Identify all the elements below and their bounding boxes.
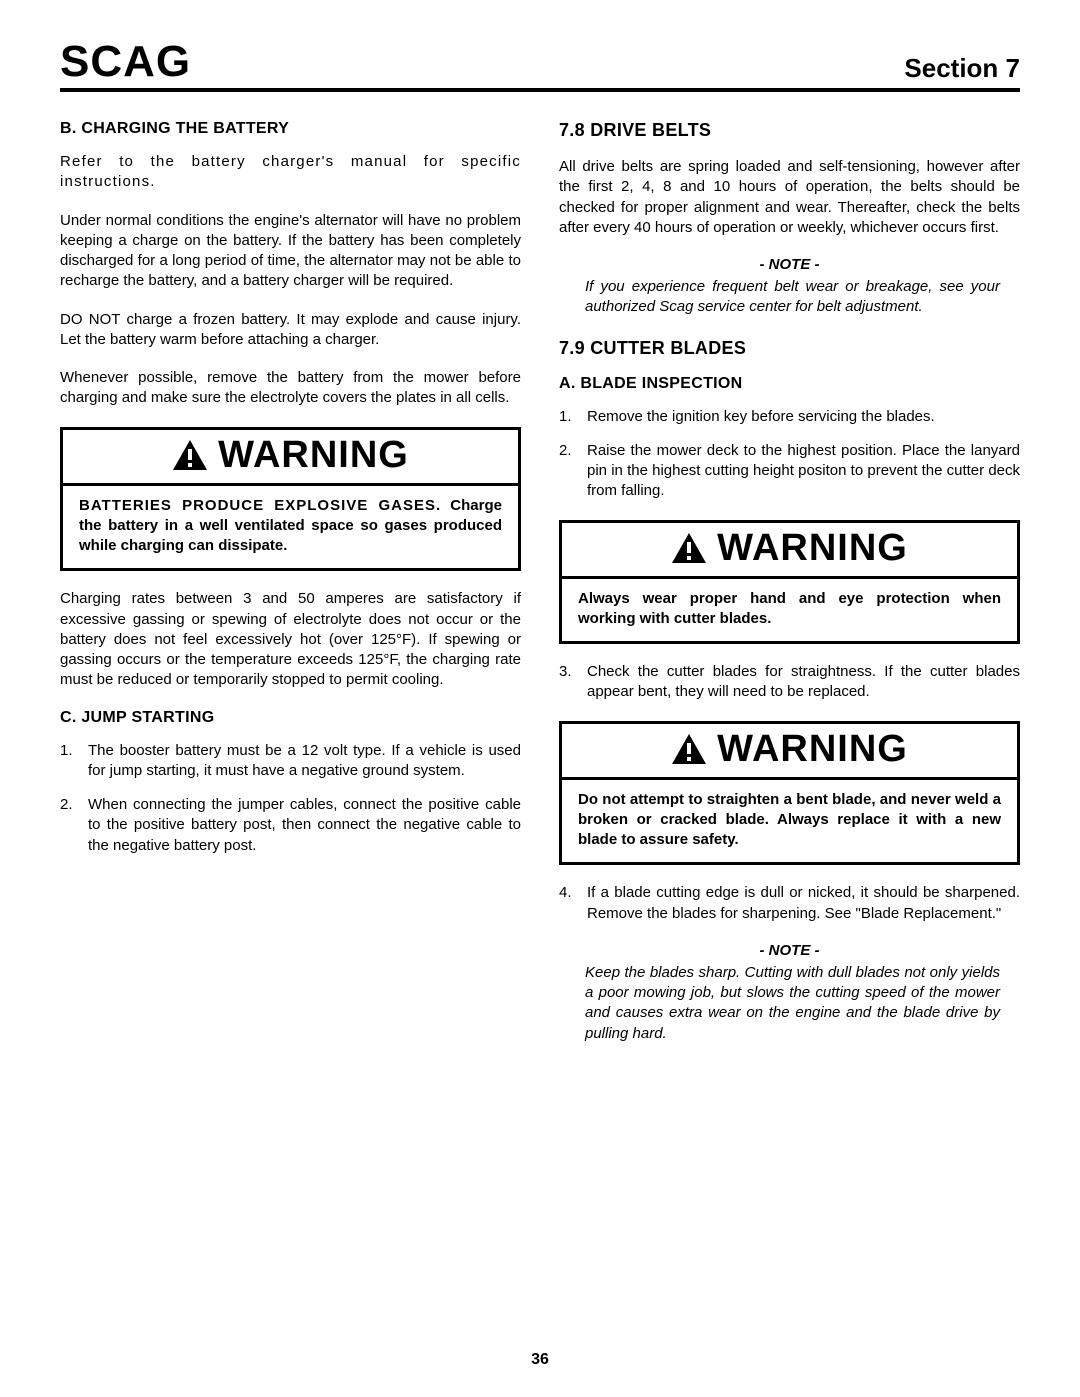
left-column: B. CHARGING THE BATTERY Refer to the bat…: [60, 120, 521, 1064]
blade-inspection-list-2: Check the cutter blades for straightness…: [559, 662, 1020, 703]
warning-label: WARNING: [218, 434, 409, 477]
warning-triangle-icon: [671, 532, 707, 564]
list-item: If a blade cutting edge is dull or nicke…: [559, 883, 1020, 924]
jump-start-list: The booster battery must be a 12 volt ty…: [60, 741, 521, 856]
page-header: SCAG Section 7: [60, 40, 1020, 92]
page-number: 36: [0, 1351, 1080, 1369]
heading-drive-belts: 7.8 DRIVE BELTS: [559, 120, 1020, 141]
para-drive-belts: All drive belts are spring loaded and se…: [559, 157, 1020, 238]
list-item: When connecting the jumper cables, conne…: [60, 795, 521, 856]
warning-lead: BATTERIES PRODUCE EXPLOSIVE GASES.: [79, 497, 441, 514]
heading-blade-inspection: A. BLADE INSPECTION: [559, 375, 1020, 393]
warning-label: WARNING: [717, 527, 908, 570]
warning-body-explosive-gases: BATTERIES PRODUCE EXPLOSIVE GASES. Charg…: [63, 486, 518, 569]
para-charger-manual: Refer to the battery charger's manual fo…: [60, 152, 521, 193]
note-body-sharp-blades: Keep the blades sharp. Cutting with dull…: [559, 963, 1020, 1044]
warning-title: WARNING: [63, 430, 518, 486]
content-columns: B. CHARGING THE BATTERY Refer to the bat…: [60, 120, 1020, 1064]
heading-jump-starting: C. JUMP STARTING: [60, 709, 521, 727]
note-body-belt-wear: If you experience frequent belt wear or …: [559, 277, 1020, 318]
list-item: The booster battery must be a 12 volt ty…: [60, 741, 521, 782]
list-item: Check the cutter blades for straightness…: [559, 662, 1020, 703]
heading-cutter-blades: 7.9 CUTTER BLADES: [559, 338, 1020, 359]
section-label: Section 7: [904, 53, 1020, 84]
blade-inspection-list-3: If a blade cutting edge is dull or nicke…: [559, 883, 1020, 924]
warning-box-explosive-gases: WARNING BATTERIES PRODUCE EXPLOSIVE GASE…: [60, 427, 521, 572]
note-label: - NOTE -: [559, 942, 1020, 959]
heading-charging-battery: B. CHARGING THE BATTERY: [60, 120, 521, 138]
para-alternator: Under normal conditions the engine's alt…: [60, 211, 521, 292]
warning-triangle-icon: [671, 733, 707, 765]
para-charging-rates: Charging rates between 3 and 50 amperes …: [60, 589, 521, 690]
warning-box-bent-blade: WARNING Do not attempt to straighten a b…: [559, 721, 1020, 866]
warning-box-hand-eye: WARNING Always wear proper hand and eye …: [559, 520, 1020, 645]
warning-body-bent-blade: Do not attempt to straighten a bent blad…: [562, 780, 1017, 863]
warning-title: WARNING: [562, 724, 1017, 780]
right-column: 7.8 DRIVE BELTS All drive belts are spri…: [559, 120, 1020, 1064]
warning-triangle-icon: [172, 439, 208, 471]
blade-inspection-list-1: Remove the ignition key before servicing…: [559, 407, 1020, 502]
brand-logo: SCAG: [60, 40, 191, 84]
note-label: - NOTE -: [559, 256, 1020, 273]
para-remove-battery: Whenever possible, remove the battery fr…: [60, 368, 521, 409]
warning-label: WARNING: [717, 728, 908, 771]
warning-body-hand-eye: Always wear proper hand and eye protecti…: [562, 579, 1017, 642]
list-item: Raise the mower deck to the highest posi…: [559, 441, 1020, 502]
list-item: Remove the ignition key before servicing…: [559, 407, 1020, 427]
para-frozen-battery: DO NOT charge a frozen battery. It may e…: [60, 310, 521, 351]
warning-title: WARNING: [562, 523, 1017, 579]
